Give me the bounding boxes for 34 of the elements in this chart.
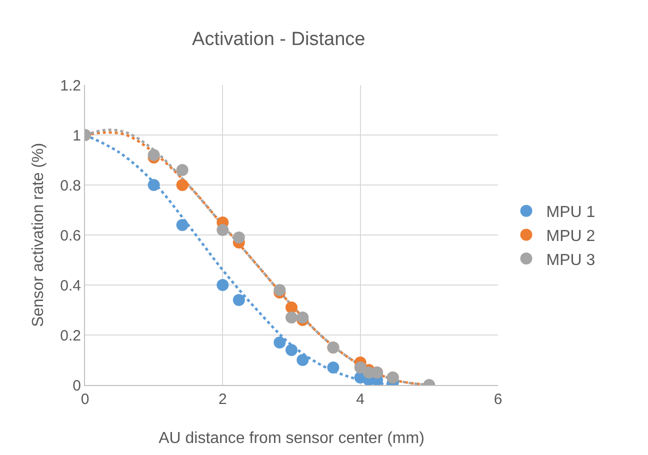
legend-label: MPU 1	[546, 204, 596, 222]
y-tick-label: 1	[72, 127, 81, 144]
point	[327, 362, 340, 374]
point	[216, 224, 229, 236]
point	[286, 344, 298, 356]
x-tick-label: 6	[494, 391, 502, 408]
point	[148, 149, 160, 161]
point	[296, 354, 309, 366]
point	[176, 219, 188, 231]
x-tick-label: 4	[356, 391, 364, 408]
y-tick-label: 0.8	[60, 177, 81, 194]
x-axis-title: AU distance from sensor center (mm)	[158, 430, 424, 447]
point	[274, 284, 286, 296]
point	[354, 362, 366, 374]
y-tick-label: 1.2	[60, 77, 81, 94]
point	[216, 279, 229, 291]
point	[296, 312, 309, 324]
point	[286, 302, 298, 314]
legend-label: MPU 3	[546, 252, 596, 269]
point	[176, 179, 188, 191]
y-tick-label: 0.6	[60, 227, 81, 244]
y-tick-label: 0.4	[60, 277, 81, 294]
y-axis-title: Sensor activation rate (%)	[30, 142, 47, 328]
x-tick-label: 2	[218, 391, 227, 408]
legend-label: MPU 2	[546, 228, 596, 245]
point	[274, 336, 286, 348]
point	[176, 164, 188, 176]
chart-title: Activation - Distance	[192, 29, 366, 50]
y-tick-label: 0.2	[60, 327, 81, 344]
point	[148, 179, 160, 191]
point	[286, 312, 298, 324]
y-tick-label: 0	[72, 377, 81, 394]
point	[232, 232, 245, 244]
point	[232, 294, 245, 306]
